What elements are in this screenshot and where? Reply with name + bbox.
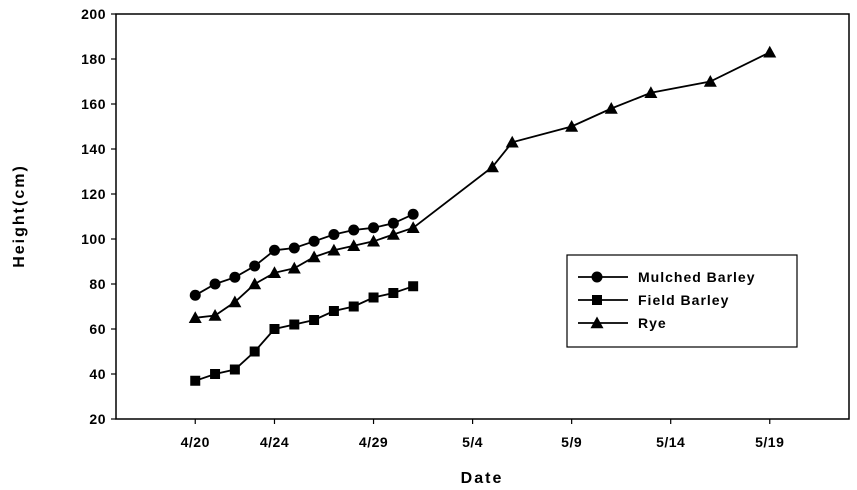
x-tick-label: 5/19 [755, 434, 784, 450]
legend-box [566, 254, 798, 348]
x-axis-title: Date [461, 470, 504, 487]
data-point [368, 222, 380, 234]
y-tick-label: 140 [81, 141, 106, 157]
data-point [190, 375, 201, 386]
y-tick-label: 80 [89, 276, 106, 292]
x-tick-label: 5/4 [462, 434, 483, 450]
data-point [308, 235, 320, 247]
legend-label: Field Barley [638, 292, 729, 308]
data-point [189, 289, 201, 301]
data-point [703, 75, 717, 87]
data-point [269, 324, 280, 334]
legend-marker [592, 295, 602, 305]
x-tick-label: 5/14 [656, 434, 685, 450]
data-point [268, 244, 280, 256]
data-point [408, 281, 419, 292]
y-tick-label: 100 [81, 231, 106, 247]
x-tick-label: 4/29 [359, 434, 388, 450]
y-tick-label: 180 [81, 51, 106, 67]
data-point [208, 309, 222, 321]
data-point [228, 295, 242, 308]
data-point [328, 306, 339, 316]
data-point [249, 346, 260, 357]
plot-area [115, 13, 850, 420]
data-point [328, 229, 340, 240]
x-axis: 4/20 4/24 4/29 5/4 5/9 5/14 5/19 [181, 419, 784, 450]
data-point [229, 271, 241, 283]
data-point [367, 234, 381, 247]
data-point [249, 260, 261, 272]
data-point [406, 221, 420, 233]
data-point [348, 224, 360, 236]
y-tick-label: 60 [89, 321, 106, 337]
data-point [229, 364, 240, 375]
data-point [505, 135, 519, 148]
data-point [327, 243, 341, 256]
y-tick-label: 40 [89, 366, 106, 382]
data-point [188, 311, 202, 323]
legend-marker [590, 316, 604, 329]
data-point [368, 292, 379, 303]
series-field-barley [190, 281, 419, 386]
data-point [309, 315, 320, 325]
data-point [386, 228, 400, 240]
data-point [388, 288, 399, 298]
data-point [407, 208, 419, 220]
data-point [347, 239, 361, 251]
data-point [485, 160, 499, 173]
data-point [287, 261, 301, 274]
x-tick-label: 4/24 [260, 434, 289, 450]
data-point [348, 301, 359, 312]
legend-label: Rye [638, 315, 667, 331]
data-point [763, 45, 777, 58]
data-point [248, 277, 262, 290]
x-tick-label: 5/9 [561, 434, 582, 450]
data-point [387, 217, 399, 229]
data-point [604, 102, 618, 114]
legend-marker [591, 271, 603, 283]
data-point [267, 266, 281, 278]
data-point [644, 86, 658, 98]
data-point [307, 250, 321, 263]
legend: Mulched Barley Field Barley Rye [566, 254, 798, 348]
y-tick-label: 160 [81, 96, 106, 112]
legend-item: Mulched Barley [578, 269, 755, 285]
x-tick-label: 4/20 [181, 434, 210, 450]
data-point [210, 369, 221, 379]
series-rye [188, 45, 777, 323]
y-tick-label: 20 [89, 411, 106, 427]
series-layer [188, 45, 777, 386]
legend-item: Rye [578, 315, 667, 331]
data-point [288, 242, 300, 254]
y-axis: 20 40 60 80 100 120 140 160 180 200 [81, 6, 116, 427]
y-tick-label: 200 [81, 6, 106, 22]
data-point [289, 319, 300, 330]
legend-item: Field Barley [578, 292, 729, 308]
data-point [209, 278, 221, 290]
data-point [565, 120, 579, 132]
legend-label: Mulched Barley [638, 269, 755, 285]
y-axis-title: Height(cm) [11, 164, 28, 268]
legend-items: Mulched Barley Field Barley Rye [578, 269, 755, 331]
series-mulched-barley [189, 208, 419, 301]
y-tick-label: 120 [81, 186, 106, 202]
